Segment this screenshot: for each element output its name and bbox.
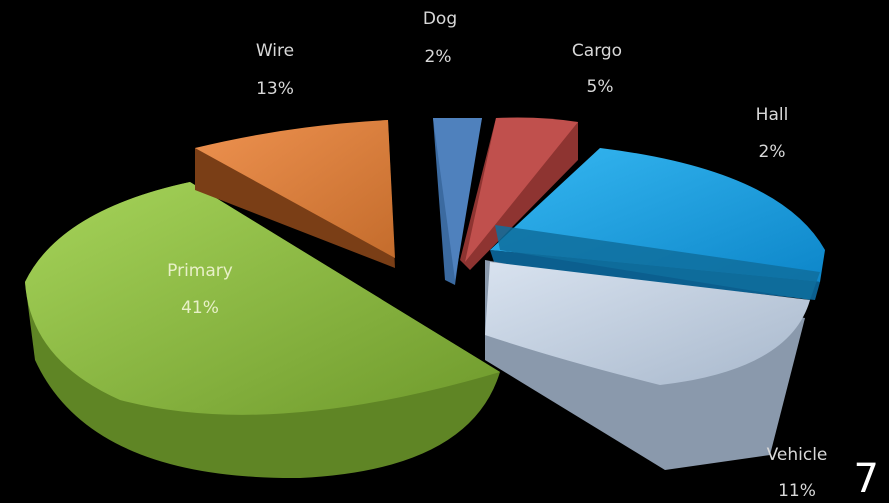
label-primary-name: Primary [167, 261, 233, 281]
label-vehicle-name: Vehicle [767, 445, 828, 465]
page-number: 7 [853, 456, 879, 502]
slice-dog [433, 118, 482, 285]
label-wire-name: Wire [256, 41, 294, 61]
label-cargo-name: Cargo [572, 41, 622, 61]
label-hall-percent: 2% [759, 142, 786, 162]
label-dog-name: Dog [423, 9, 457, 29]
label-vehicle-percent: 11% [778, 481, 816, 501]
slice-hall [490, 148, 825, 300]
slice-cargo [460, 117, 578, 270]
label-primary-percent: 41% [181, 298, 219, 318]
label-cargo-percent: 5% [587, 77, 614, 97]
slice-wire [195, 120, 395, 268]
slice-primary [25, 182, 500, 479]
label-wire-percent: 13% [256, 79, 294, 99]
label-hall-name: Hall [756, 105, 789, 125]
label-dog-percent: 2% [425, 47, 452, 67]
slice-vehicle [485, 260, 810, 470]
